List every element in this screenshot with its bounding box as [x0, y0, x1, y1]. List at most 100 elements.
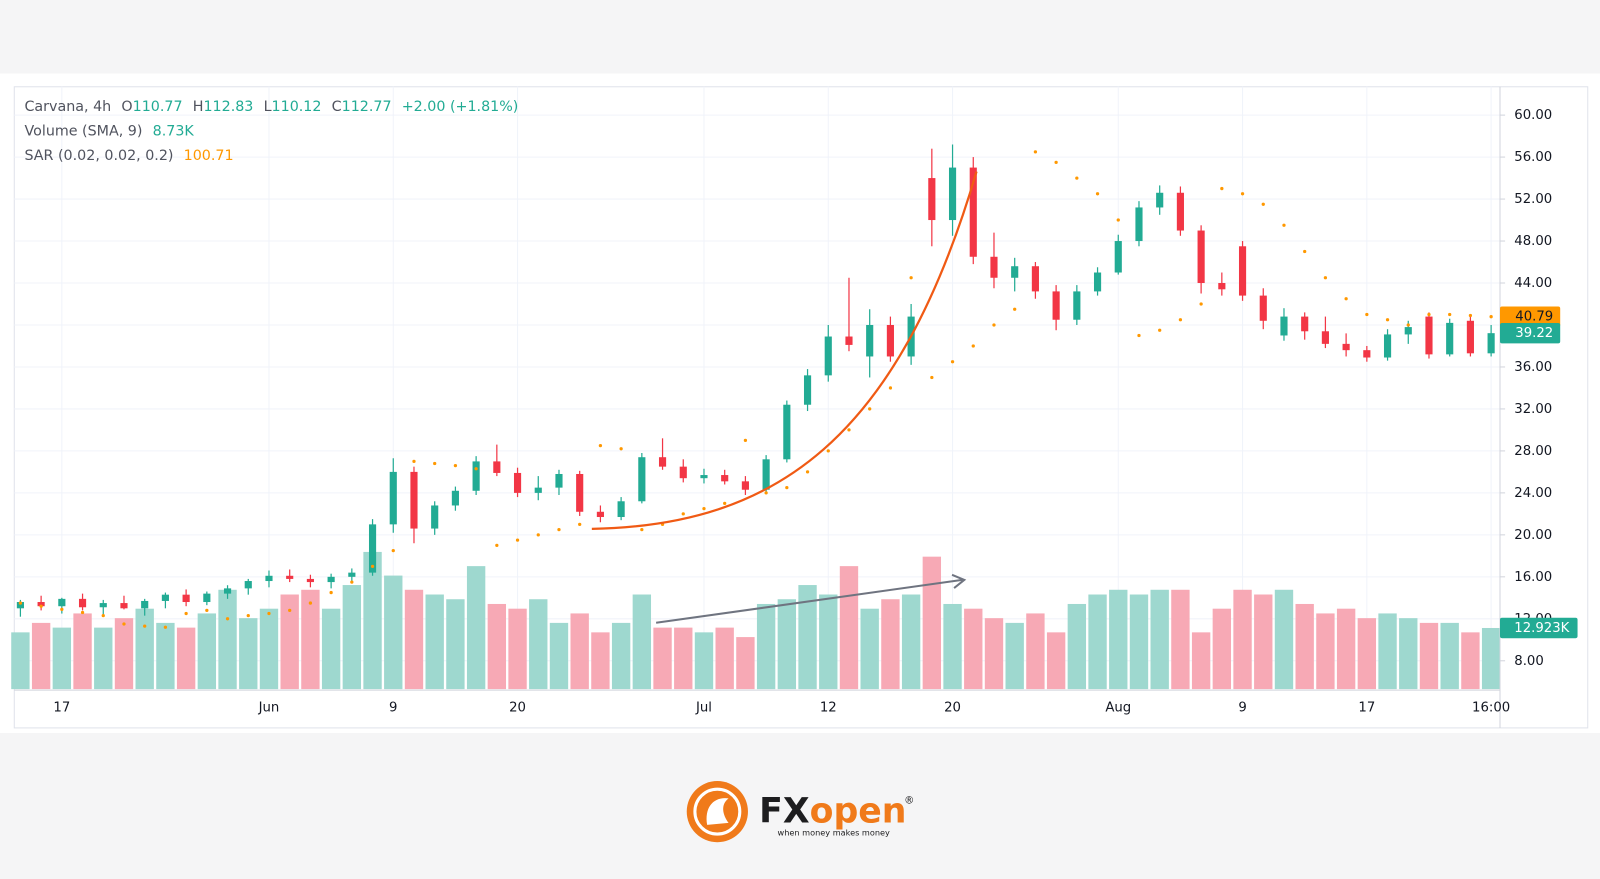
logo-emblem-shape: [706, 798, 729, 825]
volume-bar: [715, 627, 734, 690]
candle-body: [78, 598, 87, 608]
volume-layer: [11, 551, 1501, 690]
candle-body: [617, 501, 625, 518]
candle-body: [824, 336, 832, 376]
volume-bar: [653, 627, 672, 690]
candle-body: [1218, 283, 1226, 290]
y-tick-label: 52.00: [1514, 192, 1552, 207]
volume-bar: [922, 556, 942, 690]
sar-dot: [143, 624, 147, 628]
logo: FXopen ® when money makes money: [686, 780, 914, 843]
candle-body: [576, 473, 584, 512]
candle-body: [741, 481, 749, 490]
sar-dot: [1220, 186, 1224, 191]
volume-bar: [404, 589, 424, 690]
volume-bar: [1419, 622, 1439, 690]
candle-body: [1363, 350, 1371, 358]
candle-body: [1156, 192, 1164, 208]
candle-body: [1342, 343, 1350, 351]
volume-bar: [1357, 618, 1377, 690]
volume-bar: [446, 599, 465, 690]
volume-bar: [881, 599, 900, 690]
volume-bar: [798, 585, 817, 690]
volume-bar: [259, 608, 279, 690]
volume-bar: [466, 566, 486, 690]
x-tick-label: 12: [820, 700, 837, 715]
sar-dot: [1158, 328, 1162, 332]
volume-bar: [301, 589, 320, 690]
volume-bar: [1109, 589, 1128, 690]
candle-body: [410, 471, 418, 529]
volume-bar: [611, 622, 631, 690]
sar-dot: [1448, 312, 1452, 317]
price-label-bg: [1500, 322, 1561, 344]
candle-body: [1052, 291, 1060, 320]
volume-value: 8.73K: [153, 124, 195, 140]
volume-bar: [1150, 589, 1169, 690]
volume-bar: [1233, 589, 1252, 690]
sar-dot: [1033, 150, 1038, 154]
sar-dot: [950, 360, 955, 364]
sar-dot: [453, 463, 458, 468]
candle-body: [203, 593, 211, 603]
volume-bar: [1399, 618, 1418, 690]
volume-bar: [756, 603, 776, 690]
ohlc-key: O: [121, 99, 132, 115]
y-tick-label: 24.00: [1514, 486, 1552, 501]
x-tick-label: 17: [53, 700, 70, 715]
sar-dot: [826, 449, 830, 453]
candle-body: [513, 472, 522, 493]
price-label-bg: [1500, 306, 1561, 327]
candle-body: [783, 404, 791, 460]
candle-body: [721, 475, 729, 482]
y-tick-label: 20.00: [1514, 528, 1552, 543]
volume-bar: [1088, 594, 1107, 690]
price-layer: [16, 144, 1495, 629]
volume-bar: [570, 613, 589, 690]
candle-body: [327, 576, 335, 583]
axes: 8.0012.0016.0020.0024.0028.0032.0036.004…: [53, 108, 1578, 715]
volume-label: 12.923K: [1514, 621, 1569, 636]
candle-body: [866, 324, 874, 357]
y-tick-label: 28.00: [1514, 444, 1552, 459]
trend-curve: [591, 171, 978, 530]
volume-bar: [819, 594, 838, 690]
volume-bar: [964, 608, 983, 690]
sar-dot: [847, 428, 851, 432]
grid: [14, 86, 1500, 690]
candle-body: [845, 336, 853, 345]
ohlc-key: L: [264, 99, 272, 115]
volume-name: Volume (SMA, 9): [24, 124, 142, 140]
sar-dot: [18, 601, 23, 605]
volume-bar: [1067, 603, 1087, 690]
candle-body: [368, 524, 377, 573]
sar-dot: [515, 538, 520, 542]
x-tick-label: 17: [1358, 700, 1375, 715]
sar-dot: [225, 617, 230, 621]
volume-bar: [839, 566, 859, 690]
sar-dot: [1427, 312, 1431, 317]
ohlc-value: 110.12: [272, 99, 322, 115]
candle-body: [265, 575, 273, 582]
volume-bar: [984, 618, 1004, 690]
price-label: 40.79: [1515, 310, 1553, 325]
sar-dot: [1489, 315, 1493, 319]
candle-body: [493, 461, 501, 473]
sar-dot: [288, 608, 292, 613]
ohlc-value: 112.83: [203, 99, 253, 115]
volume-bar: [591, 632, 610, 690]
volume-bar: [694, 632, 714, 690]
volume-bar: [11, 632, 30, 690]
sar-dot: [329, 590, 333, 595]
volume-bar: [1440, 622, 1459, 690]
candle-body: [1446, 322, 1454, 355]
sar-dot: [267, 611, 271, 616]
candle-body: [37, 602, 45, 607]
volume-bar: [31, 622, 51, 690]
volume-bar: [860, 608, 879, 690]
x-tick-label: 9: [1238, 700, 1246, 715]
volume-bar: [736, 637, 755, 690]
volume-bar: [674, 627, 693, 690]
candle-body: [658, 457, 667, 467]
